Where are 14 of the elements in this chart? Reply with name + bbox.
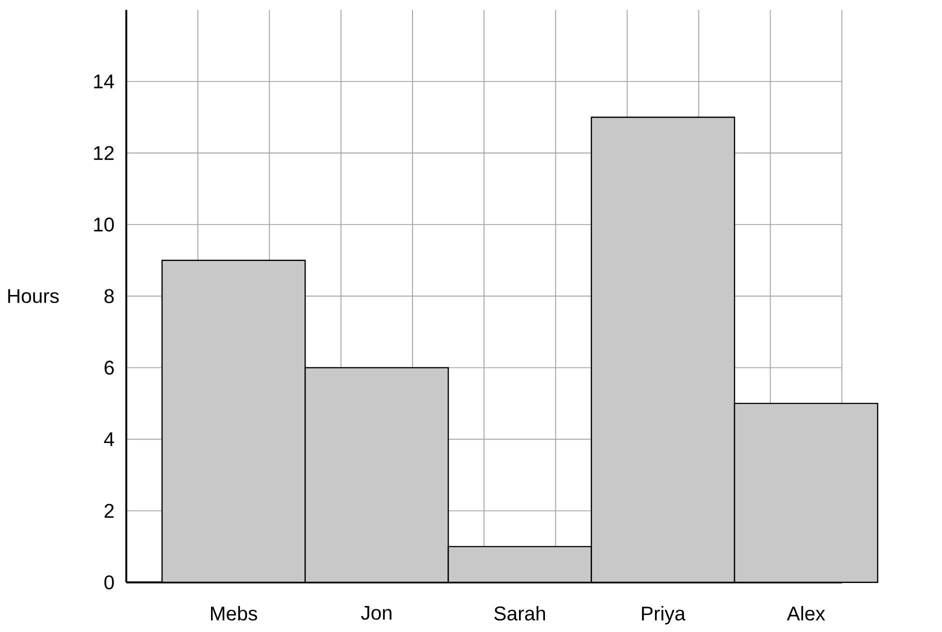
y-tick-label: 14 — [94, 74, 114, 88]
x-tick-label: Mebs — [211, 606, 258, 621]
x-tick-label: Sarah — [494, 606, 545, 621]
x-tick-label: Priya — [642, 606, 686, 625]
y-tick-label: 4 — [104, 432, 114, 446]
y-tick-label: 10 — [94, 218, 114, 232]
y-tick-label: 2 — [104, 504, 114, 518]
y-tick-label: 0 — [104, 575, 114, 590]
x-tick-label: Alex — [786, 606, 826, 621]
y-tick-label: 12 — [94, 146, 114, 160]
x-tick-label: Jon — [361, 606, 392, 620]
y-tick-label: 6 — [104, 360, 114, 375]
y-tick-label: 8 — [104, 289, 114, 304]
y-axis-title: Hours — [8, 289, 59, 304]
